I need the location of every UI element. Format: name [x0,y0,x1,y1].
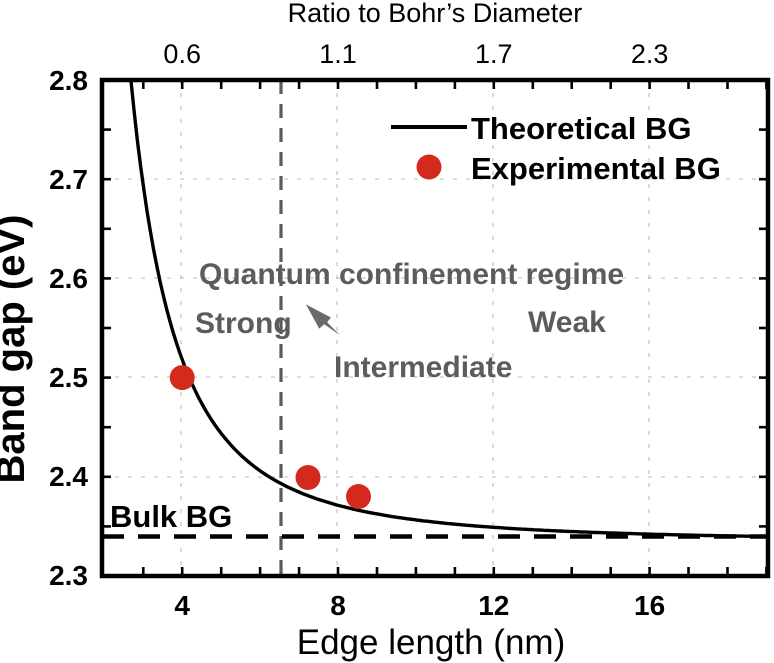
svg-text:Bulk BG: Bulk BG [110,499,232,534]
svg-text:0.6: 0.6 [163,39,201,69]
svg-text:16: 16 [634,590,665,621]
svg-text:Intermediate: Intermediate [334,351,512,384]
svg-text:2.5: 2.5 [49,362,88,393]
svg-text:1.7: 1.7 [475,39,513,69]
svg-text:Theoretical BG: Theoretical BG [471,111,692,146]
svg-text:2.4: 2.4 [49,461,88,492]
svg-text:Band gap (eV): Band gap (eV) [0,215,33,484]
svg-text:12: 12 [478,590,509,621]
svg-text:2.3: 2.3 [631,39,669,69]
svg-text:4: 4 [174,590,190,621]
svg-text:Quantum confinement regime: Quantum confinement regime [199,258,624,291]
svg-text:Ratio to Bohr’s Diameter: Ratio to Bohr’s Diameter [288,0,583,28]
svg-text:Edge length (nm): Edge length (nm) [297,623,565,662]
svg-text:2.3: 2.3 [49,560,88,591]
svg-text:2.7: 2.7 [49,164,88,195]
svg-text:2.8: 2.8 [49,65,88,96]
svg-text:Weak: Weak [528,306,606,339]
svg-text:8: 8 [330,590,346,621]
svg-text:Strong: Strong [195,307,292,340]
svg-text:Experimental BG: Experimental BG [471,151,721,186]
svg-text:1.1: 1.1 [319,39,357,69]
svg-text:2.6: 2.6 [49,263,88,294]
